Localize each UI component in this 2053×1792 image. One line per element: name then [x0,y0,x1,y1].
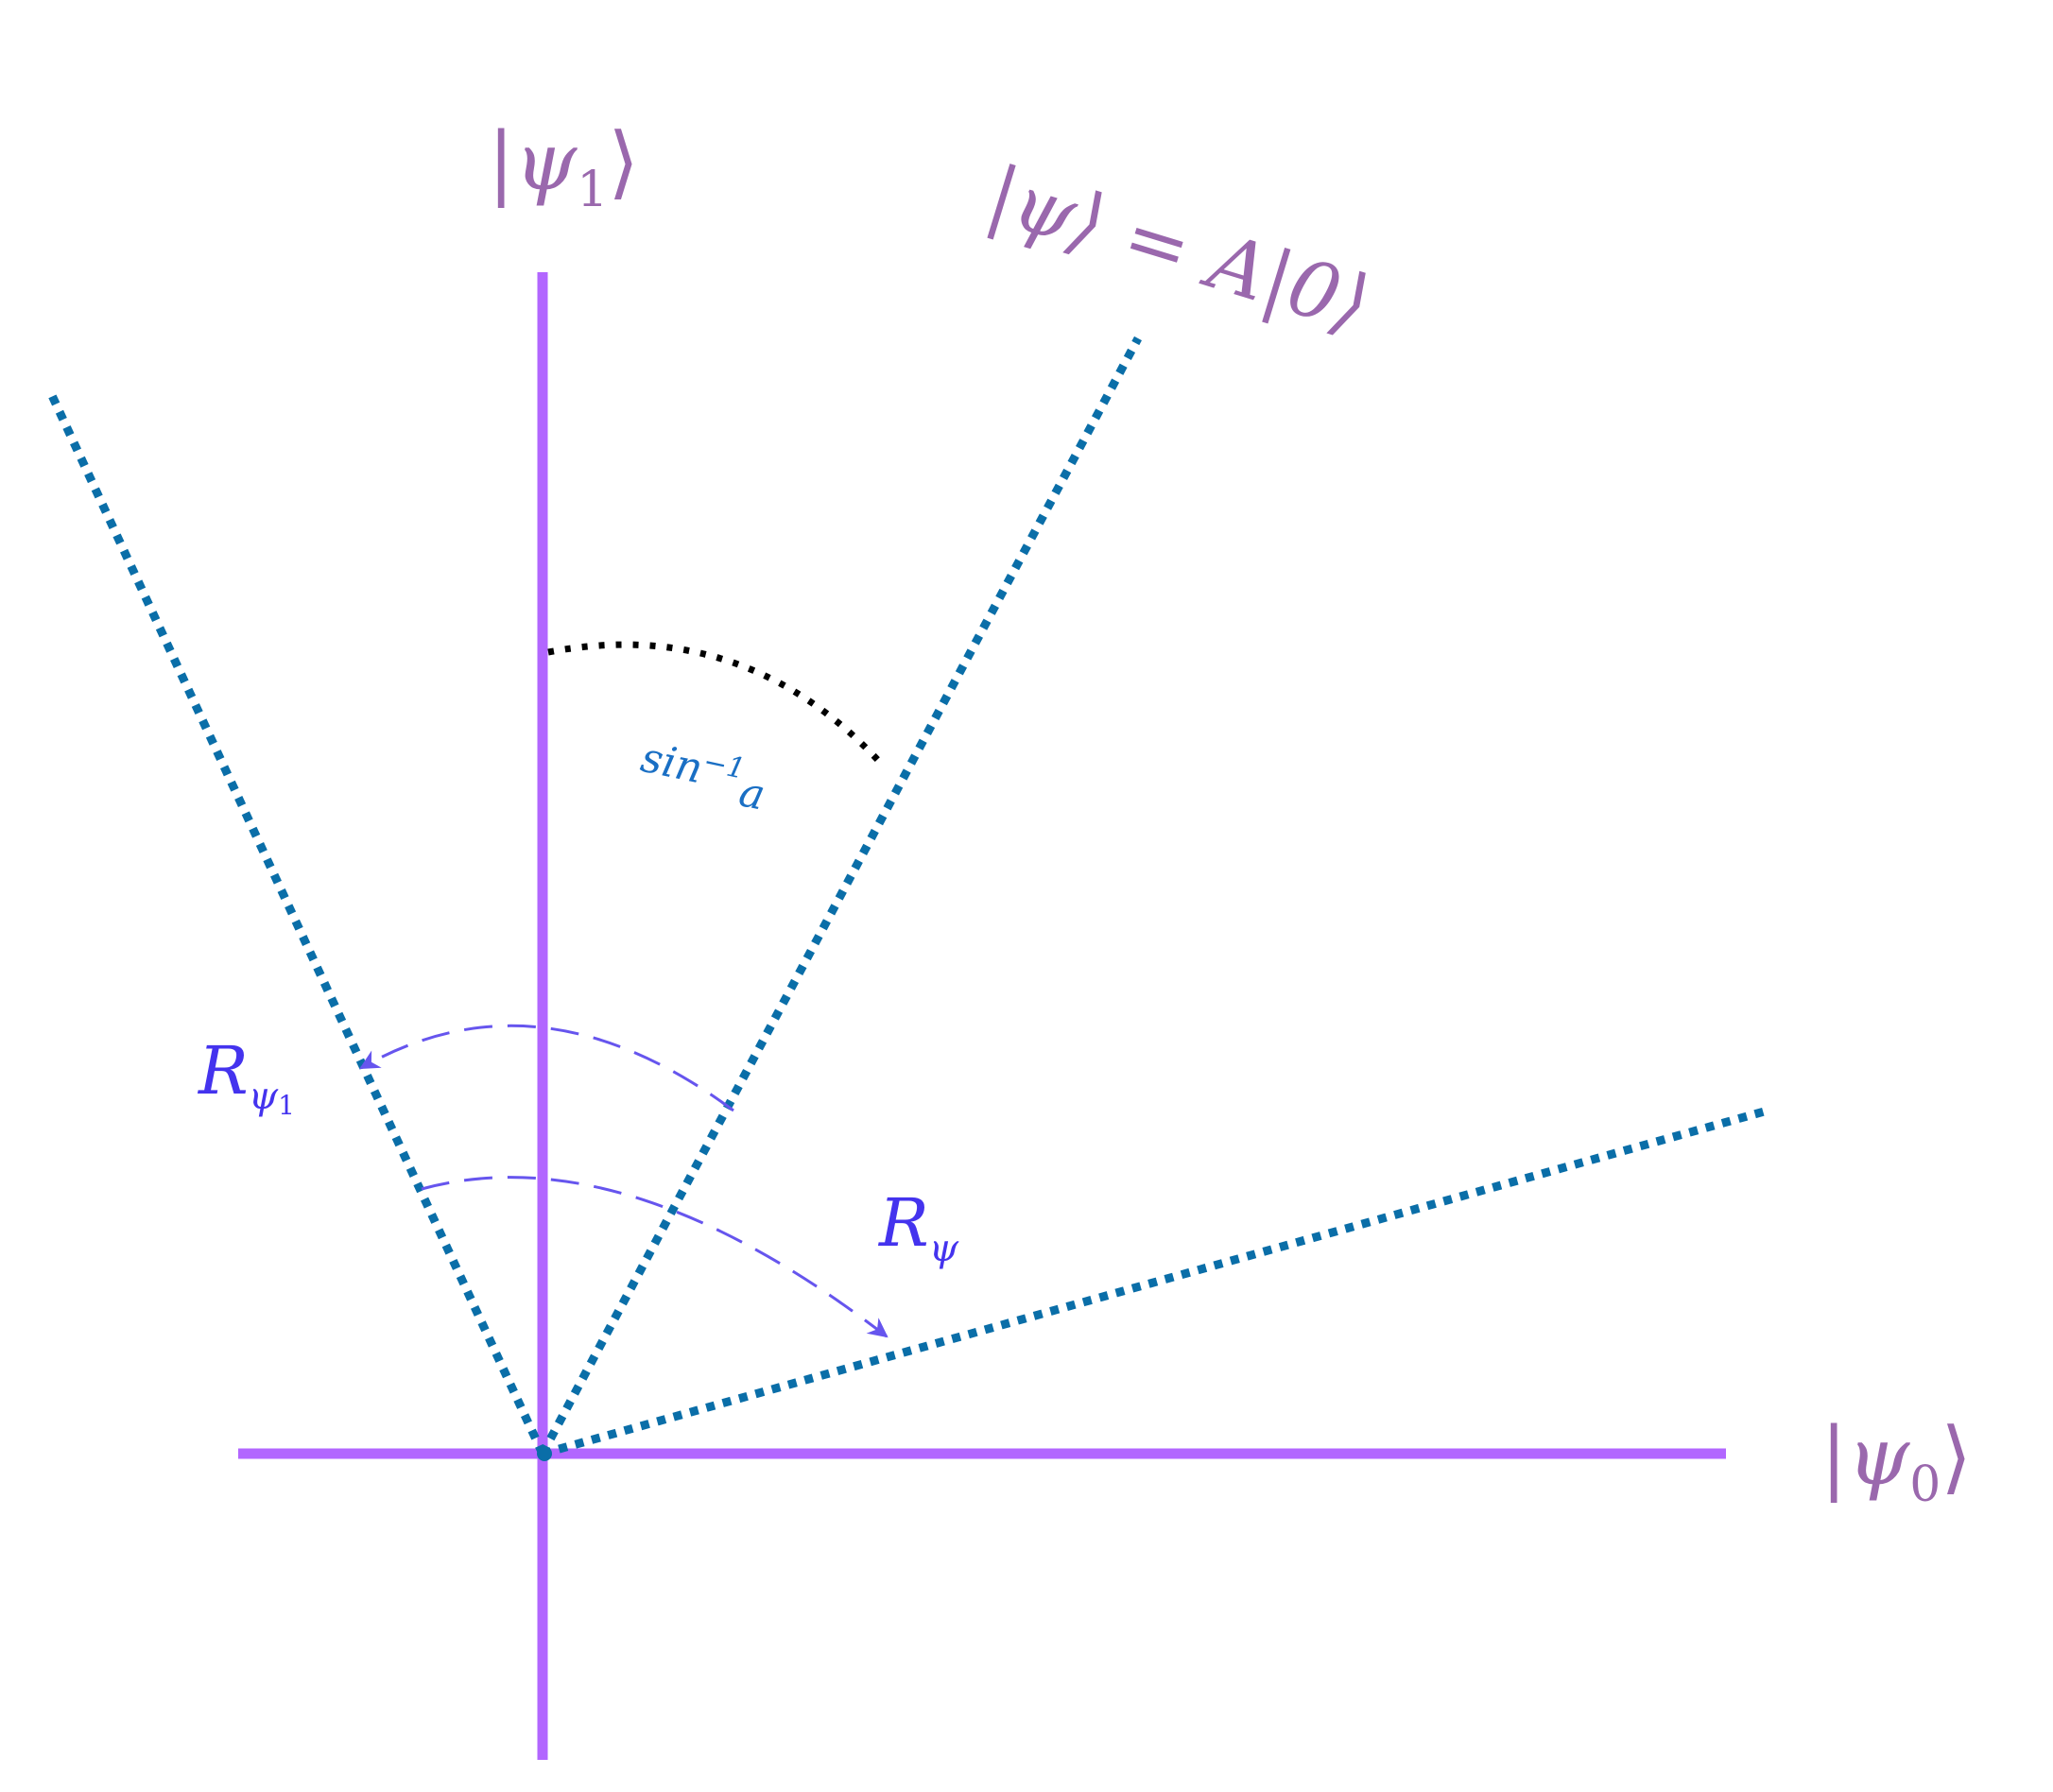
angle-arc [547,641,888,770]
angle-label: sin−1a [634,732,772,820]
reflection-psi-label: Rψ [877,1184,959,1270]
reflected-over-psi-ray [541,1106,1769,1458]
reflection-psi-arrow [421,1176,888,1338]
reflected-over-psi1-ray [44,388,547,1456]
reflection-psi1-label: Rψ1 [197,1032,295,1121]
psi0-ket-label: |ψ0⟩ [1820,1410,1972,1513]
psi-state-label: |ψ⟩ = A|0⟩ [977,149,1379,350]
psi1-ket-label: |ψ1⟩ [488,115,639,218]
reflection-psi1-arrow [359,1024,734,1112]
origin-point [537,1446,552,1461]
psi-state-ray [539,336,1142,1456]
